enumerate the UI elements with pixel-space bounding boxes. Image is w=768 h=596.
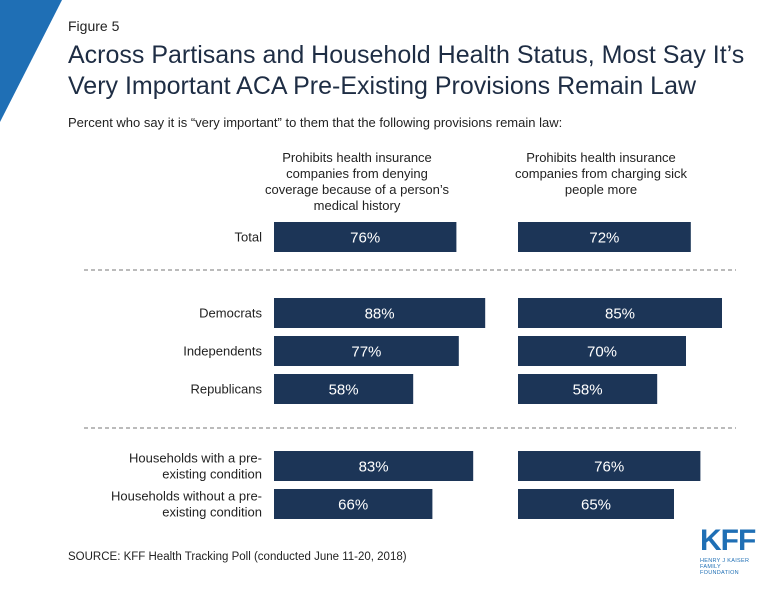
source-note: SOURCE: KFF Health Tracking Poll (conduc… <box>68 551 407 563</box>
column-header-charging-more: Prohibits health insurance companies fro… <box>515 150 687 197</box>
kff-logo-subtext: HENRY J KAISER FAMILY FOUNDATION <box>700 558 750 576</box>
category-label: Democrats <box>199 306 262 321</box>
bar <box>518 374 658 404</box>
bar-value-label: 76% <box>350 230 380 247</box>
bar-value-label: 66% <box>338 497 368 514</box>
bar <box>518 298 722 328</box>
bar-value-label: 76% <box>594 459 624 476</box>
bar <box>274 489 433 519</box>
bar <box>274 336 459 366</box>
category-label: Republicans <box>190 382 262 397</box>
bar-value-label: 83% <box>359 459 389 476</box>
chart-title: Across Partisans and Household Health St… <box>68 41 745 100</box>
bar <box>274 451 474 481</box>
category-label: Households with a pre-existing condition <box>129 451 262 482</box>
bar-value-label: 85% <box>605 306 635 323</box>
category-label: Total <box>235 230 263 245</box>
corner-accent <box>0 0 62 122</box>
category-label: Households without a pre-existing condit… <box>111 489 262 520</box>
kff-logo: KFF <box>700 524 756 557</box>
bar <box>518 489 674 519</box>
bar-value-label: 77% <box>351 344 381 361</box>
bar <box>274 374 414 404</box>
bar-value-label: 65% <box>581 497 611 514</box>
bar <box>518 336 686 366</box>
column-header-denying-coverage: Prohibits health insurance companies fro… <box>264 150 450 213</box>
figure-label: Figure 5 <box>68 18 120 34</box>
bar-value-label: 72% <box>589 230 619 247</box>
bar <box>518 222 691 252</box>
bar-value-label: 70% <box>587 344 617 361</box>
chart-subtitle: Percent who say it is “very important” t… <box>68 115 563 130</box>
bar <box>274 222 457 252</box>
bar-value-label: 58% <box>573 382 603 399</box>
bar <box>518 451 701 481</box>
bar <box>274 298 486 328</box>
category-label: Independents <box>183 344 262 359</box>
bar-value-label: 58% <box>329 382 359 399</box>
bar-value-label: 88% <box>365 306 395 323</box>
